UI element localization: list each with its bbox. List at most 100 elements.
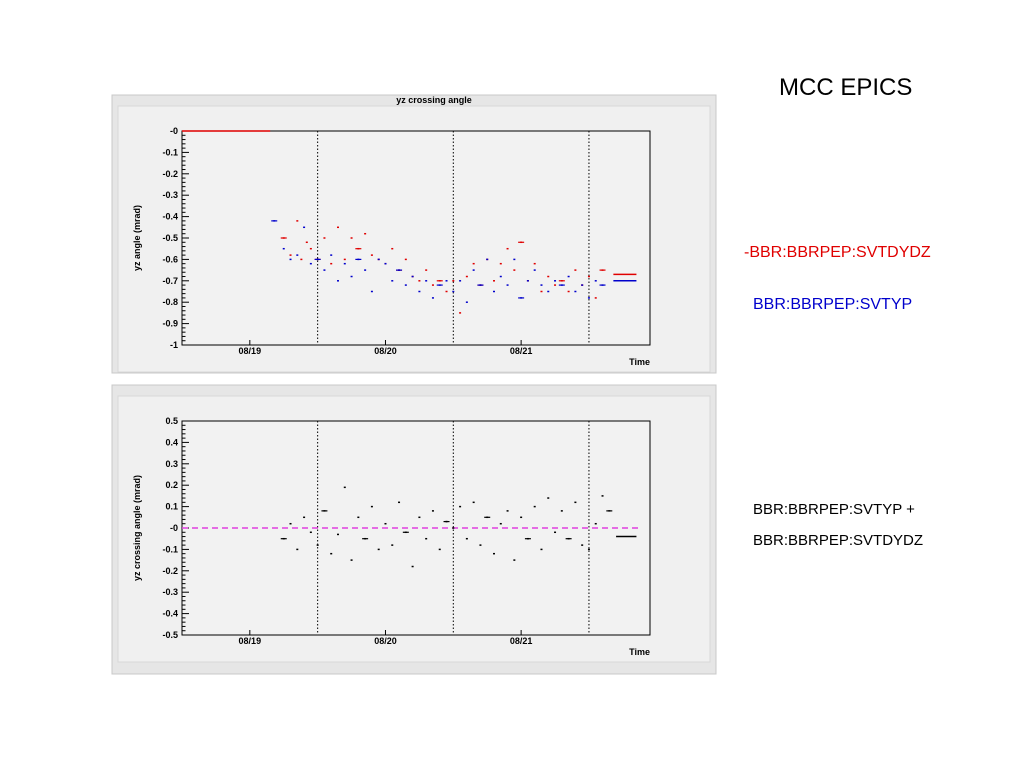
y-tick-label: -0.6 — [162, 254, 178, 264]
data-point — [330, 254, 333, 256]
data-point — [587, 548, 590, 551]
data-point — [391, 544, 394, 546]
data-point — [370, 254, 373, 256]
data-point — [601, 495, 604, 497]
data-point — [411, 275, 414, 278]
data-point — [337, 226, 339, 229]
data-point — [323, 237, 326, 239]
x-tick-label: 08/21 — [510, 636, 533, 646]
x-tick-label: 08/20 — [374, 636, 397, 646]
data-point — [404, 284, 407, 286]
y-tick-label: -0.2 — [162, 169, 178, 179]
data-point — [418, 516, 421, 519]
data-point — [377, 258, 380, 261]
data-point — [296, 548, 299, 551]
y-tick-label: -0.8 — [162, 297, 178, 307]
data-point — [282, 247, 285, 250]
y-tick-label: 0.3 — [165, 459, 178, 469]
chart-yz-crossing-sum: 0.5 0.4 0.3 0.2 0.1 -0 -0.1 -0.2 -0.3 -0.4 -0.5 08/… — [111, 384, 717, 675]
data-point — [587, 297, 590, 299]
data-point — [533, 505, 536, 508]
data-point — [425, 269, 428, 271]
data-point — [554, 531, 557, 534]
data-point — [465, 537, 468, 540]
slide-title: MCC EPICS — [779, 74, 913, 101]
data-point — [581, 544, 584, 546]
data-point — [486, 258, 489, 261]
data-point — [520, 516, 523, 519]
data-point — [350, 559, 353, 561]
data-point — [377, 548, 380, 551]
data-point — [533, 262, 536, 265]
y-tick-label: -0.3 — [162, 190, 178, 200]
data-point — [289, 522, 292, 525]
data-point — [384, 522, 387, 525]
data-point — [594, 522, 597, 525]
data-point — [506, 247, 509, 250]
data-point — [411, 565, 414, 568]
data-point — [574, 290, 577, 293]
data-point — [357, 516, 360, 519]
data-point — [540, 548, 543, 551]
y-tick-label: 0.4 — [165, 437, 178, 447]
data-point — [506, 284, 509, 286]
x-tick-label: 08/19 — [239, 346, 262, 356]
data-point — [296, 254, 299, 256]
x-tick-label: 08/20 — [374, 346, 397, 356]
legend-label-red-series: -BBR:BBRPEP:SVTDYDZ — [744, 244, 931, 261]
data-point — [499, 262, 502, 265]
y-tick-label: -0 — [170, 523, 178, 533]
data-point — [370, 290, 373, 293]
data-point — [547, 290, 550, 293]
data-point — [431, 510, 434, 512]
y-tick-label: 0.5 — [165, 416, 178, 426]
data-point — [547, 275, 550, 278]
data-point — [574, 501, 577, 504]
data-point — [574, 269, 577, 271]
data-point — [431, 284, 434, 286]
data-point — [391, 280, 394, 282]
data-point — [431, 297, 434, 299]
data-point — [398, 501, 401, 504]
data-point — [493, 280, 495, 282]
data-point — [594, 280, 597, 282]
data-point — [364, 269, 367, 271]
data-point — [343, 262, 346, 265]
data-point — [418, 280, 421, 282]
data-point — [547, 497, 550, 499]
data-point — [404, 258, 407, 261]
data-point — [513, 258, 516, 261]
chart-title: yz crossing angle — [396, 95, 472, 105]
y-tick-label: -0.3 — [162, 587, 178, 597]
y-tick-label: -0.1 — [162, 147, 178, 157]
data-point — [350, 275, 353, 278]
data-point — [479, 544, 482, 546]
data-point — [506, 510, 509, 512]
y-tick-label: -0.4 — [162, 212, 178, 222]
data-point — [337, 280, 339, 282]
data-point — [554, 284, 557, 286]
data-point — [452, 290, 455, 293]
y-tick-label: -0.5 — [162, 233, 178, 243]
data-point — [438, 548, 441, 551]
data-point — [567, 290, 570, 293]
data-point — [499, 522, 502, 525]
data-point — [452, 280, 455, 282]
y-tick-label: 0.1 — [165, 502, 178, 512]
data-point — [425, 280, 428, 282]
data-point — [493, 290, 495, 293]
data-point — [459, 505, 462, 508]
y-tick-label: -1 — [170, 340, 178, 350]
data-point — [425, 537, 428, 540]
data-point — [309, 262, 312, 265]
y-tick-label: 0.2 — [165, 480, 178, 490]
y-axis-label: yz crossing angle (mrad) — [132, 475, 142, 581]
data-point — [384, 262, 387, 265]
data-point — [493, 552, 495, 555]
y-tick-label: -0.1 — [162, 544, 178, 554]
data-point — [533, 269, 536, 271]
data-point — [303, 516, 306, 519]
data-point — [391, 247, 394, 250]
data-point — [560, 510, 563, 512]
